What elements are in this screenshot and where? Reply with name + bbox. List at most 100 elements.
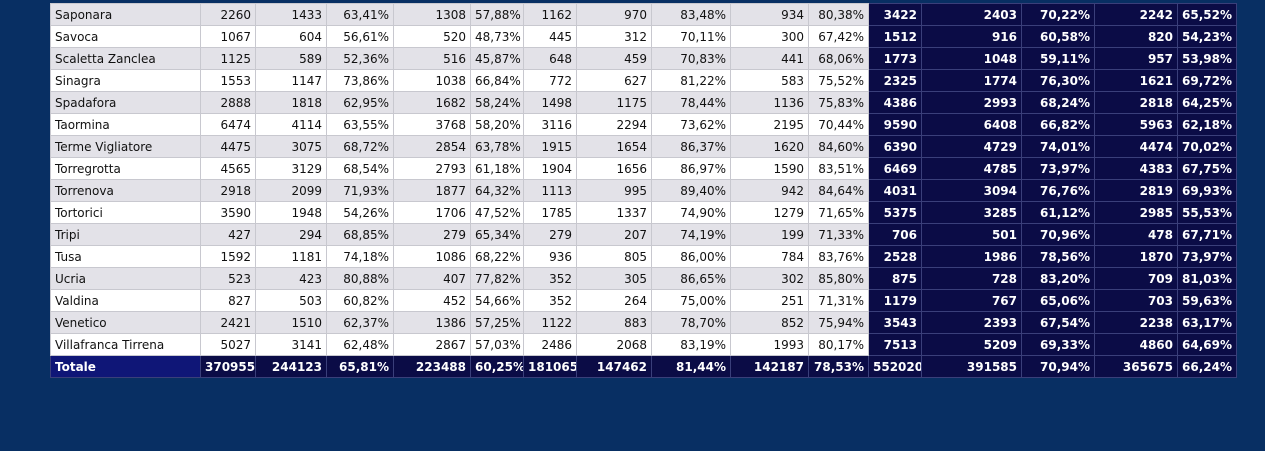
table-cell: 62,37% bbox=[326, 311, 394, 334]
table-cell: 2854 bbox=[393, 135, 471, 158]
table-cell: 64,25% bbox=[1177, 91, 1237, 114]
table-cell: 459 bbox=[576, 47, 652, 70]
table-cell: 86,37% bbox=[651, 135, 731, 158]
table-row: Valdina 827 503 60,82% 452 54,66% 352 264 75,00%… bbox=[50, 289, 1237, 312]
table-cell: 84,64% bbox=[808, 179, 869, 202]
table-cell: 62,95% bbox=[326, 91, 394, 114]
table-cell: 70,94% bbox=[1021, 355, 1095, 378]
table-cell: 75,00% bbox=[651, 289, 731, 312]
table-cell: 805 bbox=[576, 245, 652, 268]
table-cell: 48,73% bbox=[470, 25, 524, 48]
table-cell: 68,85% bbox=[326, 223, 394, 246]
table-row: Spadafora 2888 1818 62,95% 1682 58,24% 1498 117… bbox=[50, 91, 1237, 114]
table-cell: 4114 bbox=[255, 113, 327, 136]
table-cell: 2528 bbox=[868, 245, 922, 268]
table-cell: 4474 bbox=[1094, 135, 1178, 158]
table-cell: 501 bbox=[921, 223, 1022, 246]
table-cell: 2888 bbox=[200, 91, 256, 114]
table-cell: 1498 bbox=[523, 91, 577, 114]
table-cell: 2238 bbox=[1094, 311, 1178, 334]
table-cell: 3590 bbox=[200, 201, 256, 224]
table-cell: 62,48% bbox=[326, 333, 394, 356]
table-cell: 3285 bbox=[921, 201, 1022, 224]
table-cell: 54,23% bbox=[1177, 25, 1237, 48]
table-cell: 75,83% bbox=[808, 91, 869, 114]
table-cell: 452 bbox=[393, 289, 471, 312]
table-cell: 207 bbox=[576, 223, 652, 246]
row-label: Totale bbox=[50, 355, 201, 378]
data-table: Saponara 2260 1433 63,41% 1308 57,88% 1162 970 8… bbox=[50, 3, 1237, 378]
table-cell: 1948 bbox=[255, 201, 327, 224]
table-row: Venetico 2421 1510 62,37% 1386 57,25% 1122 883 7… bbox=[50, 311, 1237, 334]
table-row: Ucria 523 423 80,88% 407 77,82% 352 305 86,65% 30… bbox=[50, 267, 1237, 290]
table-cell: 2486 bbox=[523, 333, 577, 356]
table-cell: 52,36% bbox=[326, 47, 394, 70]
table-cell: 70,22% bbox=[1021, 3, 1095, 26]
table-cell: 1086 bbox=[393, 245, 471, 268]
table-cell: 74,19% bbox=[651, 223, 731, 246]
table-cell: 63,17% bbox=[1177, 311, 1237, 334]
table-cell: 61,12% bbox=[1021, 201, 1095, 224]
table-cell: 83,51% bbox=[808, 157, 869, 180]
table-row: Tusa 1592 1181 74,18% 1086 68,22% 936 805 86,00%… bbox=[50, 245, 1237, 268]
table-cell: 65,81% bbox=[326, 355, 394, 378]
table-cell: 244123 bbox=[255, 355, 327, 378]
table-cell: 3141 bbox=[255, 333, 327, 356]
table-cell: 520 bbox=[393, 25, 471, 48]
table-cell: 2985 bbox=[1094, 201, 1178, 224]
table-cell: 81,44% bbox=[651, 355, 731, 378]
table-cell: 2403 bbox=[921, 3, 1022, 26]
table-cell: 365675 bbox=[1094, 355, 1178, 378]
table-cell: 77,82% bbox=[470, 267, 524, 290]
table-cell: 279 bbox=[523, 223, 577, 246]
table-cell: 68,06% bbox=[808, 47, 869, 70]
table-cell: 71,93% bbox=[326, 179, 394, 202]
table-cell: 1175 bbox=[576, 91, 652, 114]
table-cell: 59,63% bbox=[1177, 289, 1237, 312]
table-cell: 852 bbox=[730, 311, 809, 334]
table-cell: 57,03% bbox=[470, 333, 524, 356]
table-cell: 75,94% bbox=[808, 311, 869, 334]
table-cell: 352 bbox=[523, 267, 577, 290]
table-cell: 78,53% bbox=[808, 355, 869, 378]
table-cell: 706 bbox=[868, 223, 922, 246]
table-cell: 1147 bbox=[255, 69, 327, 92]
table-cell: 45,87% bbox=[470, 47, 524, 70]
table-body: Saponara 2260 1433 63,41% 1308 57,88% 1162 970 8… bbox=[50, 3, 1237, 378]
row-label: Spadafora bbox=[50, 91, 201, 114]
table-cell: 223488 bbox=[393, 355, 471, 378]
table-cell: 370955 bbox=[200, 355, 256, 378]
table-cell: 53,98% bbox=[1177, 47, 1237, 70]
table-cell: 86,00% bbox=[651, 245, 731, 268]
table-row: Torregrotta 4565 3129 68,54% 2793 61,18% 1904 1… bbox=[50, 157, 1237, 180]
table-row: Totale 370955 244123 65,81% 223488 60,25% 1810… bbox=[50, 355, 1237, 378]
table-cell: 1590 bbox=[730, 157, 809, 180]
table-cell: 2195 bbox=[730, 113, 809, 136]
row-label: Tusa bbox=[50, 245, 201, 268]
table-cell: 54,26% bbox=[326, 201, 394, 224]
table-cell: 65,52% bbox=[1177, 3, 1237, 26]
table-cell: 76,30% bbox=[1021, 69, 1095, 92]
table-cell: 2993 bbox=[921, 91, 1022, 114]
table-cell: 552020 bbox=[868, 355, 922, 378]
table-cell: 68,54% bbox=[326, 157, 394, 180]
table-cell: 970 bbox=[576, 3, 652, 26]
table-row: Tripi 427 294 68,85% 279 65,34% 279 207 74,19% 19… bbox=[50, 223, 1237, 246]
table-cell: 1773 bbox=[868, 47, 922, 70]
table-cell: 199 bbox=[730, 223, 809, 246]
table-cell: 85,80% bbox=[808, 267, 869, 290]
table-cell: 1877 bbox=[393, 179, 471, 202]
table-cell: 54,66% bbox=[470, 289, 524, 312]
row-label: Torrenova bbox=[50, 179, 201, 202]
table-cell: 3094 bbox=[921, 179, 1022, 202]
table-cell: 1592 bbox=[200, 245, 256, 268]
table-cell: 80,17% bbox=[808, 333, 869, 356]
table-cell: 820 bbox=[1094, 25, 1178, 48]
table-row: Taormina 6474 4114 63,55% 3768 58,20% 3116 2294… bbox=[50, 113, 1237, 136]
table-cell: 1048 bbox=[921, 47, 1022, 70]
table-cell: 604 bbox=[255, 25, 327, 48]
table-cell: 83,48% bbox=[651, 3, 731, 26]
table-cell: 66,84% bbox=[470, 69, 524, 92]
table-cell: 942 bbox=[730, 179, 809, 202]
table-cell: 3075 bbox=[255, 135, 327, 158]
